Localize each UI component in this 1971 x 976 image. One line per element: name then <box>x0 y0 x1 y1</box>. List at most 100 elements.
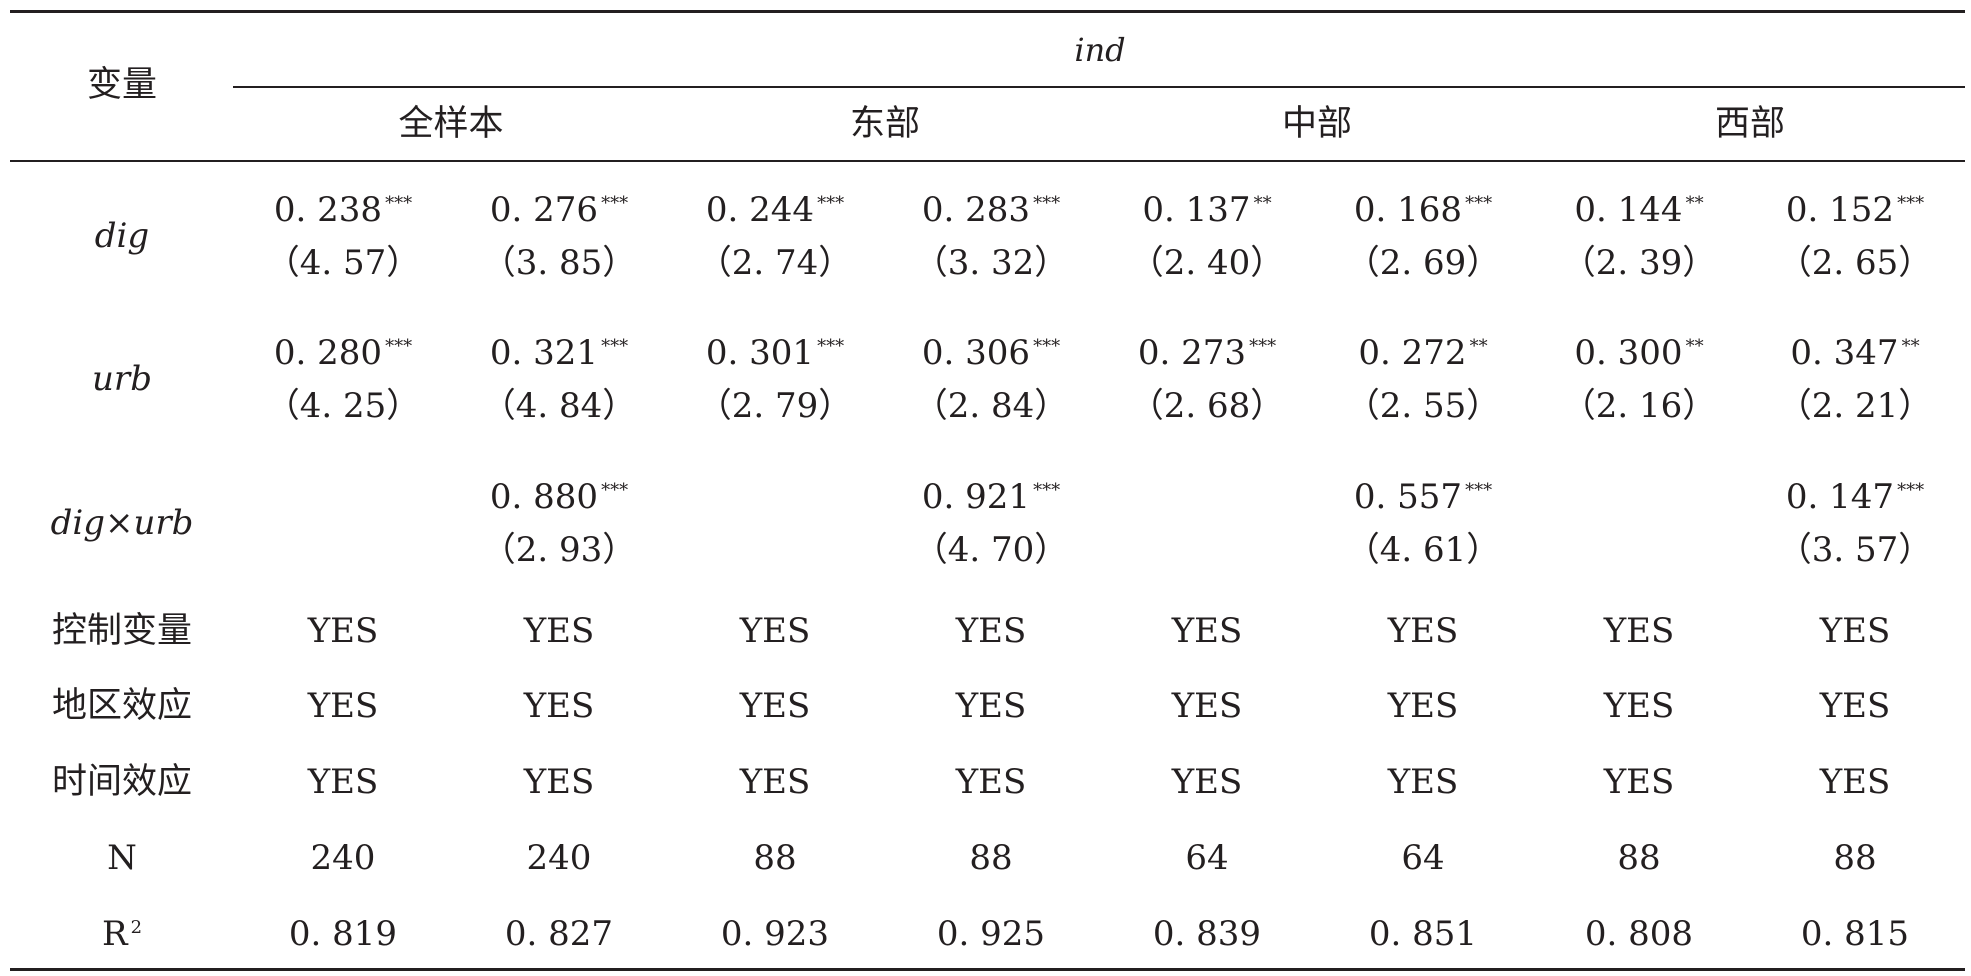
coefficient-cell: 0. 168 *** <box>1354 190 1492 230</box>
significance-stars: *** <box>601 193 629 214</box>
significance-stars: ** <box>1685 193 1704 214</box>
coefficient-cell: 0. 300 ** <box>1574 333 1703 373</box>
control-cell: YES <box>1819 762 1891 802</box>
significance-stars: *** <box>385 193 413 214</box>
r-squared-cell: 0. 819 <box>288 914 398 954</box>
coefficient-value: 0. 144 <box>1574 190 1683 230</box>
r-squared-cell: 0. 815 <box>1800 914 1910 954</box>
control-cell: YES <box>739 762 811 802</box>
coefficient-cell: 0. 306 *** <box>922 333 1060 373</box>
t-statistic-cell: （3. 57） <box>1777 530 1933 570</box>
control-cell: YES <box>1387 611 1459 651</box>
significance-stars: ** <box>1685 336 1704 357</box>
coefficient-cell: 0. 880 *** <box>490 477 628 517</box>
coefficient-value: 0. 280 <box>273 333 383 373</box>
control-cell: YES <box>1603 762 1675 802</box>
control-cell: YES <box>523 611 595 651</box>
t-statistic-cell: （2. 21） <box>1777 386 1933 426</box>
control-cell: YES <box>523 686 595 726</box>
coefficient-value: 0. 557 <box>1353 477 1463 517</box>
row-label-control-0: 控制变量 <box>51 611 193 651</box>
coefficient-value: 0. 152 <box>1785 190 1895 230</box>
significance-stars: *** <box>601 336 629 357</box>
t-statistic-cell: （4. 61） <box>1345 530 1501 570</box>
control-cell: YES <box>1819 686 1891 726</box>
control-cell: 240 <box>526 838 592 878</box>
significance-stars: *** <box>1033 336 1061 357</box>
control-cell: YES <box>307 762 379 802</box>
row-label-1: urb <box>92 359 152 399</box>
control-cell: YES <box>739 686 811 726</box>
dependent-variable-header: ind <box>1074 31 1126 69</box>
significance-stars: *** <box>1897 480 1925 501</box>
significance-stars: *** <box>1033 480 1061 501</box>
coefficient-value: 0. 306 <box>921 333 1031 373</box>
coefficient-cell: 0. 144 ** <box>1574 190 1703 230</box>
row-label-control-1: 地区效应 <box>51 686 193 726</box>
significance-stars: ** <box>1469 336 1488 357</box>
t-statistic-cell: （2. 84） <box>913 386 1069 426</box>
subheader-rule <box>233 86 1965 88</box>
t-statistic-cell: （3. 32） <box>913 243 1069 283</box>
coefficient-cell: 0. 276 *** <box>490 190 628 230</box>
control-cell: YES <box>1387 686 1459 726</box>
coefficient-value: 0. 880 <box>489 477 599 517</box>
coefficient-value: 0. 137 <box>1142 190 1251 230</box>
coefficient-value: 0. 347 <box>1790 333 1899 373</box>
t-statistic-cell: （2. 68） <box>1129 386 1285 426</box>
control-cell: YES <box>523 762 595 802</box>
coefficient-cell: 0. 244 *** <box>706 190 844 230</box>
r-squared-cell: 0. 839 <box>1152 914 1262 954</box>
control-cell: YES <box>739 611 811 651</box>
control-cell: YES <box>307 611 379 651</box>
coefficient-value: 0. 273 <box>1137 333 1247 373</box>
group-header-west: 西部 <box>1714 104 1786 144</box>
coefficient-cell: 0. 137 ** <box>1142 190 1271 230</box>
r-squared-cell: 0. 851 <box>1368 914 1478 954</box>
significance-stars: *** <box>817 193 845 214</box>
control-cell: 88 <box>969 838 1013 878</box>
significance-stars: *** <box>601 480 629 501</box>
coefficient-value: 0. 168 <box>1353 190 1463 230</box>
coefficient-cell: 0. 280 *** <box>274 333 412 373</box>
coefficient-cell: 0. 273 *** <box>1138 333 1276 373</box>
t-statistic-cell: （2. 39） <box>1561 243 1717 283</box>
coefficient-value: 0. 147 <box>1785 477 1895 517</box>
coefficient-cell: 0. 321 *** <box>490 333 628 373</box>
coefficient-cell: 0. 238 *** <box>274 190 412 230</box>
t-statistic-cell: （4. 25） <box>265 386 421 426</box>
control-cell: YES <box>1171 611 1243 651</box>
control-cell: YES <box>955 686 1027 726</box>
control-cell: YES <box>1171 686 1243 726</box>
variable-header: 变量 <box>86 65 158 105</box>
control-cell: YES <box>1603 686 1675 726</box>
control-cell: YES <box>955 611 1027 651</box>
t-statistic-cell: （2. 79） <box>697 386 853 426</box>
significance-stars: *** <box>1465 193 1493 214</box>
control-cell: YES <box>1603 611 1675 651</box>
control-cell: YES <box>955 762 1027 802</box>
coefficient-value: 0. 272 <box>1358 333 1467 373</box>
top-rule <box>10 10 1965 13</box>
t-statistic-cell: （4. 70） <box>913 530 1069 570</box>
r-squared-label: R <box>101 914 128 954</box>
control-cell: 88 <box>753 838 797 878</box>
significance-stars: *** <box>1249 336 1277 357</box>
t-statistic-cell: （3. 85） <box>481 243 637 283</box>
header-rule <box>10 160 1965 162</box>
control-cell: 88 <box>1833 838 1877 878</box>
control-cell: YES <box>1819 611 1891 651</box>
coefficient-cell: 0. 921 *** <box>922 477 1060 517</box>
coefficient-cell: 0. 301 *** <box>706 333 844 373</box>
control-cell: YES <box>1387 762 1459 802</box>
coefficient-cell: 0. 557 *** <box>1354 477 1492 517</box>
t-statistic-cell: （2. 40） <box>1129 243 1285 283</box>
coefficient-value: 0. 321 <box>489 333 599 373</box>
coefficient-value: 0. 283 <box>921 190 1031 230</box>
t-statistic-cell: （2. 93） <box>481 530 637 570</box>
control-cell: 64 <box>1185 838 1229 878</box>
coefficient-cell: 0. 152 *** <box>1786 190 1924 230</box>
bottom-rule <box>10 968 1965 971</box>
coefficient-value: 0. 244 <box>705 190 815 230</box>
